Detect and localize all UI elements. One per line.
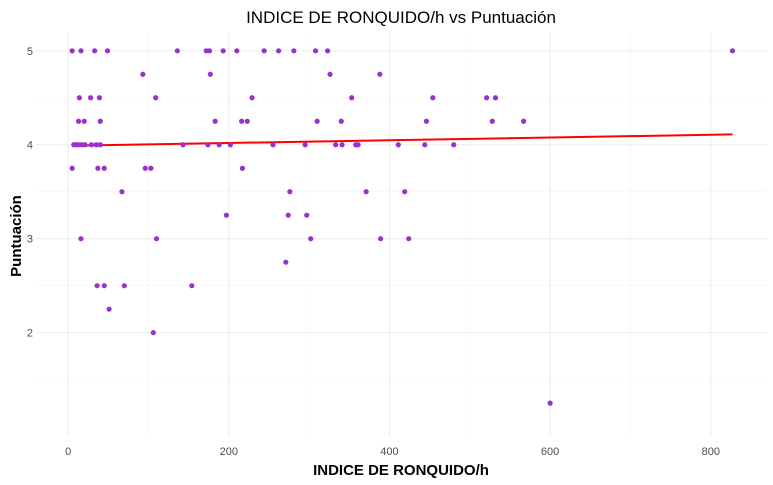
data-point [216, 142, 222, 148]
data-point [88, 142, 95, 148]
data-point [223, 212, 229, 218]
data-point [76, 95, 82, 101]
data-point [69, 48, 75, 54]
data-point [395, 142, 401, 148]
data-point [150, 330, 156, 336]
data-point [96, 95, 103, 101]
data-point [327, 71, 333, 77]
data-point [489, 118, 495, 124]
data-point [430, 95, 436, 101]
data-point [521, 118, 527, 124]
data-point [75, 118, 82, 124]
data-point [261, 48, 267, 54]
data-point [314, 118, 320, 124]
data-point [423, 118, 430, 124]
data-point [189, 283, 195, 289]
data-point [378, 236, 384, 242]
data-point [153, 236, 160, 242]
data-point [484, 95, 490, 101]
data-point [78, 236, 84, 242]
data-point [285, 212, 291, 218]
data-point [291, 48, 297, 54]
data-point [270, 142, 276, 148]
data-point [239, 165, 246, 171]
data-point [207, 71, 213, 77]
data-point [180, 142, 186, 148]
data-point [338, 118, 344, 124]
data-point [402, 189, 408, 195]
data-point [220, 48, 226, 54]
data-point [363, 189, 369, 195]
data-point [377, 71, 383, 77]
x-tick-label: 200 [220, 446, 238, 458]
data-point [101, 283, 107, 289]
y-tick-label: 3 [27, 234, 33, 246]
x-axis-title: INDICE DE RONQUIDO/h [313, 462, 489, 479]
data-point [308, 236, 314, 242]
x-tick-label: 0 [65, 446, 71, 458]
data-point [205, 142, 211, 148]
data-point [78, 48, 84, 54]
y-axis-title: Puntuación [8, 195, 25, 277]
data-point [93, 142, 99, 148]
data-point [148, 165, 154, 171]
data-point [349, 95, 355, 101]
data-point [97, 118, 103, 124]
y-tick-label: 2 [27, 328, 33, 340]
grid-lines [36, 32, 767, 436]
data-point [333, 142, 339, 148]
data-point [95, 165, 101, 171]
data-point [140, 71, 146, 77]
data-point [227, 142, 233, 148]
data-point [239, 118, 245, 124]
data-point [106, 306, 112, 312]
data-point [275, 48, 282, 54]
y-tick-label: 4 [27, 140, 33, 152]
data-point [153, 95, 159, 101]
data-point [82, 142, 88, 148]
data-point [94, 283, 100, 289]
data-point [339, 142, 345, 148]
data-point [174, 48, 180, 54]
data-points [69, 48, 736, 406]
data-point [287, 189, 293, 195]
data-point [492, 95, 499, 101]
data-point [101, 165, 107, 171]
data-point [312, 48, 319, 54]
x-tick-label: 400 [380, 446, 398, 458]
data-point [729, 48, 736, 54]
data-point [121, 283, 127, 289]
data-point [422, 142, 428, 148]
data-point [355, 142, 361, 148]
data-point [324, 48, 331, 54]
x-tick-label: 800 [702, 446, 720, 458]
x-tick-label: 600 [541, 446, 559, 458]
data-point [249, 95, 255, 101]
data-point [142, 165, 148, 171]
data-point [92, 48, 98, 54]
data-point [283, 259, 289, 265]
y-tick-label: 5 [27, 46, 33, 58]
data-point [244, 118, 250, 124]
data-point [206, 48, 213, 54]
data-point [547, 400, 553, 406]
data-point [234, 48, 240, 54]
y-tick-labels: 2 3 4 5 [27, 46, 33, 340]
data-point [451, 142, 457, 148]
data-point [302, 142, 308, 148]
data-point [406, 236, 412, 242]
data-point [304, 212, 310, 218]
data-point [119, 189, 125, 195]
data-point [88, 95, 94, 101]
chart-title: INDICE DE RONQUIDO/h vs Puntuación [246, 8, 556, 27]
data-point [104, 48, 111, 54]
x-tick-labels: 0 200 400 600 800 [65, 446, 720, 458]
data-point [81, 118, 87, 124]
data-point [212, 118, 218, 124]
data-point [97, 142, 103, 148]
data-point [69, 165, 75, 171]
